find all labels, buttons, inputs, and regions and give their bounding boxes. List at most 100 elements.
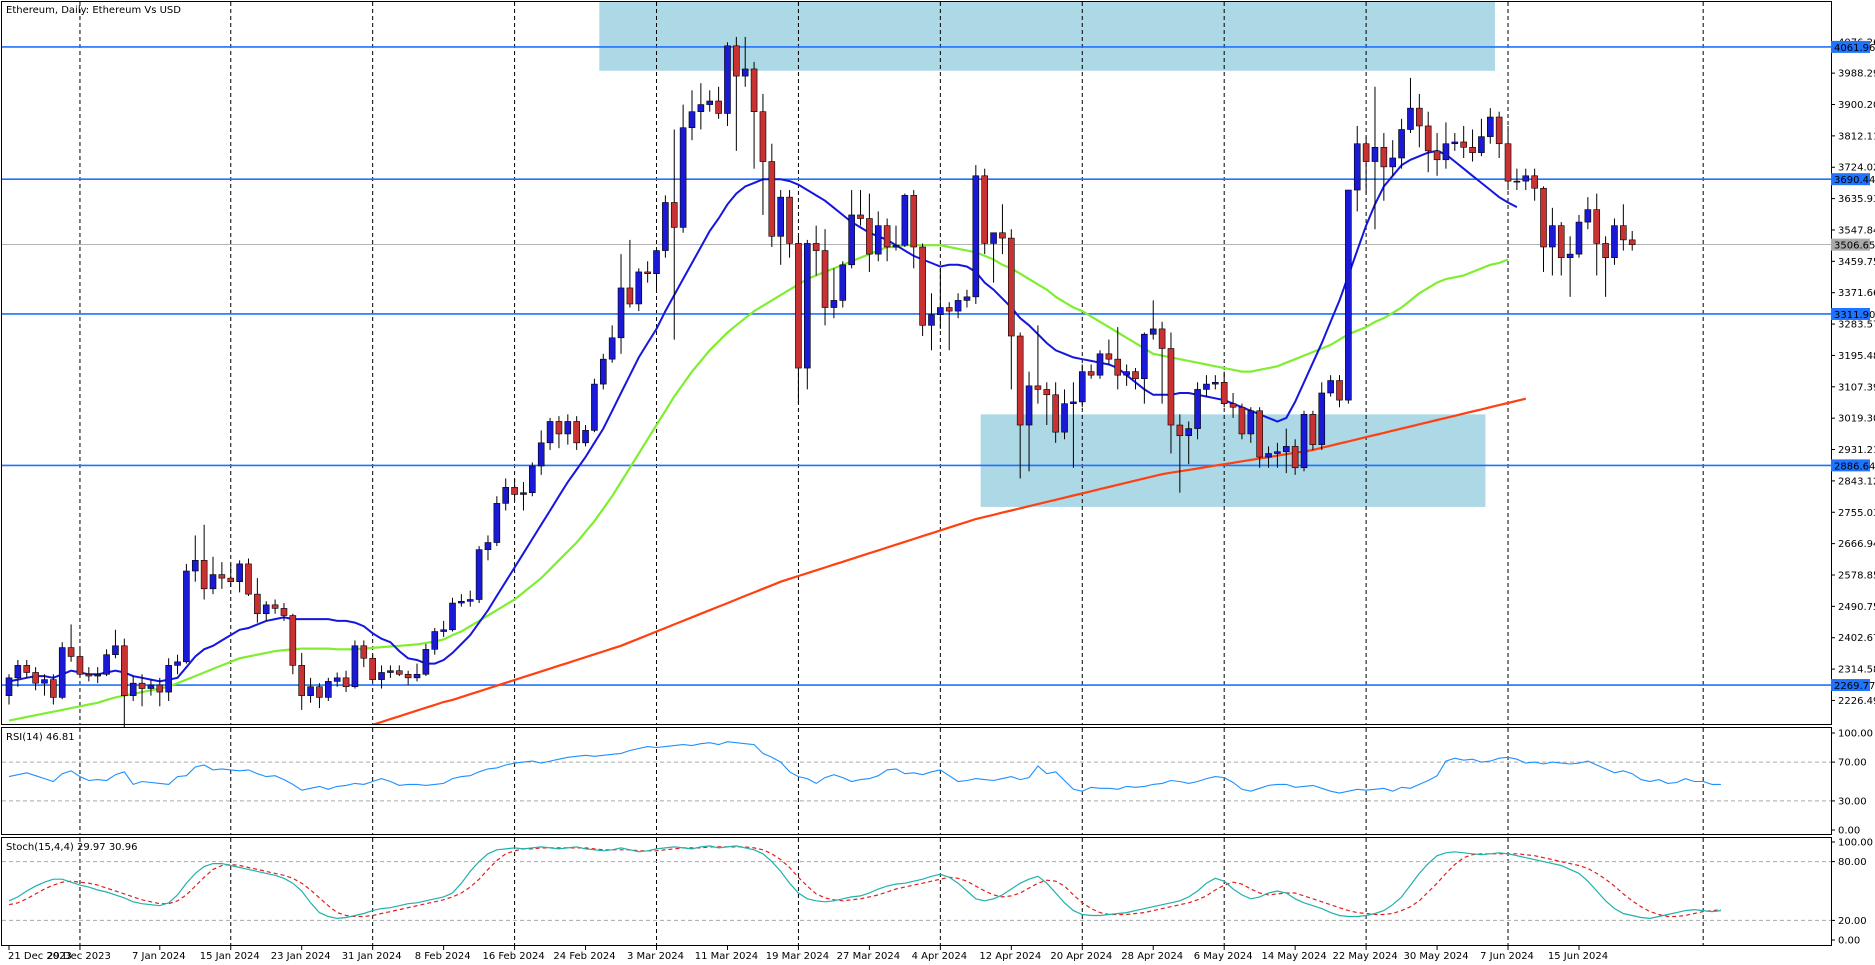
candle	[972, 165, 980, 304]
candle-body	[1575, 221, 1583, 255]
candle-body	[1105, 353, 1113, 360]
rsi-series-line	[8, 741, 1721, 794]
candle-body	[1070, 401, 1077, 404]
candle-body	[1407, 107, 1414, 130]
date-tick-label: 4 Apr 2024	[912, 951, 967, 962]
price-tick-label: 2314.58	[1838, 665, 1875, 676]
candle	[227, 563, 235, 588]
candle	[1486, 108, 1494, 144]
candle	[1274, 442, 1281, 468]
candle-body	[1176, 424, 1184, 437]
candle	[1016, 332, 1024, 479]
candle	[94, 667, 101, 684]
candle-body	[644, 271, 651, 275]
candle-body	[76, 656, 84, 675]
candle-body	[520, 492, 527, 495]
candle	[591, 378, 598, 433]
candle	[529, 462, 536, 497]
candle-body	[1220, 382, 1228, 404]
candle	[449, 597, 456, 632]
candle-body	[1203, 383, 1210, 390]
candle-body	[58, 647, 66, 698]
candle	[493, 496, 501, 547]
candle	[990, 232, 997, 283]
candle-body	[165, 665, 172, 693]
candle	[1300, 410, 1308, 472]
candle-body	[85, 673, 93, 677]
candle	[821, 229, 829, 326]
candle-body	[1628, 239, 1636, 245]
candle	[741, 36, 749, 87]
candle	[919, 243, 926, 337]
candle	[440, 620, 447, 637]
rsi-title: RSI(14) 46.81	[6, 732, 75, 743]
candle	[644, 261, 651, 283]
candle-body	[271, 604, 279, 609]
candle	[901, 193, 909, 247]
candle-body	[1034, 385, 1042, 390]
candle-body	[94, 673, 101, 677]
candle	[1096, 350, 1104, 379]
candle	[1025, 371, 1033, 472]
date-tick-label: 28 Apr 2024	[1121, 951, 1183, 962]
candle	[1008, 229, 1015, 390]
candle-body	[5, 677, 13, 696]
candle-body	[937, 307, 944, 315]
candle-body	[617, 287, 625, 339]
candle-body	[1522, 175, 1530, 182]
price-tick-label: 3371.66	[1838, 288, 1875, 299]
candle-body	[32, 672, 39, 684]
candle	[1451, 133, 1459, 151]
candle	[1424, 111, 1432, 173]
candle	[555, 416, 563, 449]
candle	[1105, 339, 1113, 365]
candle	[129, 676, 137, 701]
candle-body	[360, 645, 368, 659]
candle-body	[1584, 209, 1592, 223]
candle	[688, 90, 696, 141]
candle	[1628, 230, 1636, 251]
candle	[1123, 364, 1130, 386]
candle	[670, 129, 678, 340]
candle-body	[1593, 209, 1601, 244]
candle	[1611, 218, 1618, 265]
candle-body	[1061, 403, 1068, 433]
candle-body	[1442, 143, 1450, 161]
candle	[1327, 375, 1334, 397]
candle-body	[280, 608, 288, 616]
candle	[1353, 125, 1361, 212]
candle-body	[759, 111, 767, 162]
candle	[387, 665, 394, 678]
candle	[582, 425, 589, 447]
candle-body	[422, 649, 430, 675]
level-tag-label: 3690.44	[1834, 175, 1875, 186]
candle	[14, 660, 22, 687]
candle	[1380, 133, 1388, 201]
candle-body	[1078, 371, 1086, 403]
candle	[679, 104, 687, 233]
candle-body	[1362, 143, 1370, 162]
candle-body	[1336, 380, 1343, 401]
level-tag-label: 4061.96	[1834, 43, 1875, 54]
candle-body	[333, 677, 341, 682]
price-tick-label: 3283.57	[1838, 320, 1875, 331]
candle	[271, 599, 279, 614]
candle-body	[537, 442, 545, 467]
candle	[1052, 382, 1059, 443]
candle	[1256, 407, 1263, 468]
candle-body	[972, 175, 980, 298]
candle-body	[1416, 107, 1423, 127]
candle-body	[103, 654, 110, 675]
chart-title: Ethereum, Daily: Ethereum Vs USD	[6, 5, 181, 16]
candle-body	[1087, 371, 1095, 376]
candle	[1433, 133, 1441, 176]
price-tick-label: 3724.02	[1838, 163, 1875, 174]
candle	[1549, 207, 1556, 276]
candle	[599, 353, 607, 390]
highlight-zone-0	[599, 2, 1495, 71]
candle	[1247, 407, 1255, 443]
candle-body	[1469, 147, 1476, 153]
candle-body	[1114, 358, 1122, 376]
candle	[1132, 368, 1139, 390]
candle	[404, 670, 412, 685]
